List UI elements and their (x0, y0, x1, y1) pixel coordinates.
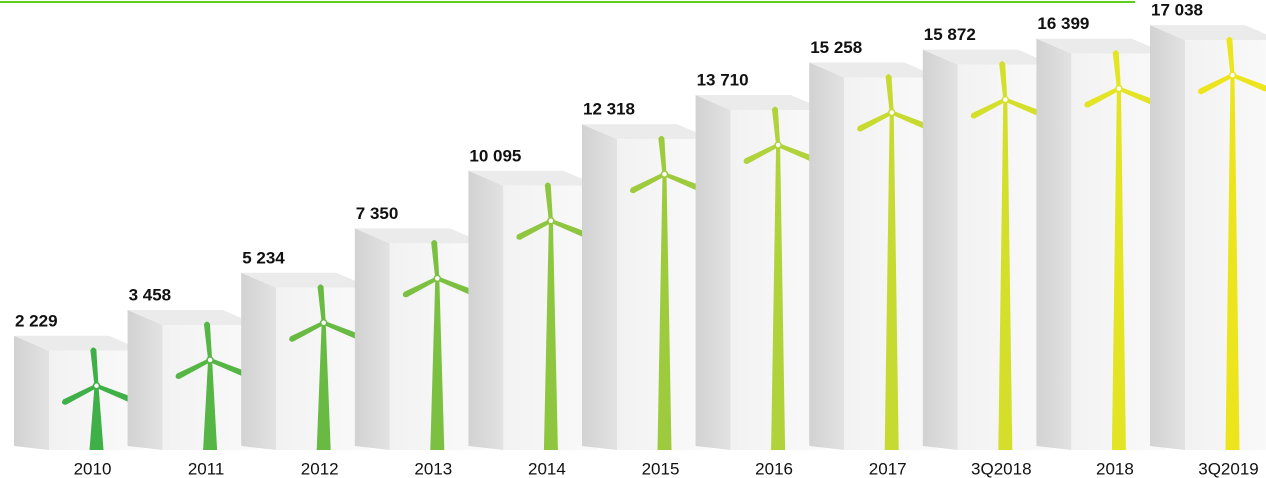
x-tick-label: 2016 (755, 459, 793, 478)
x-tick-label: 2017 (869, 459, 907, 478)
x-tick-label: 3Q2019 (1198, 459, 1259, 478)
box-side (809, 63, 844, 450)
turbine-hub (548, 218, 554, 224)
turbine-hub (1230, 72, 1236, 78)
box-side (355, 228, 390, 450)
box-side (1036, 39, 1071, 450)
x-tick-label: 2014 (528, 459, 566, 478)
turbine-hub (662, 171, 668, 177)
box-side (468, 171, 503, 450)
turbine-hub (434, 275, 440, 281)
box-side (923, 50, 958, 450)
turbine-hub (207, 357, 213, 363)
value-label: 15 872 (924, 25, 976, 44)
turbine-hub (94, 383, 100, 389)
x-tick-label: 2013 (414, 459, 452, 478)
turbine-hub (889, 110, 895, 116)
box-side (14, 336, 49, 450)
x-tick-label: 2018 (1096, 459, 1134, 478)
x-tick-label: 2010 (74, 459, 112, 478)
turbine-hub (775, 142, 781, 148)
box-side (241, 273, 276, 450)
value-label: 3 458 (129, 286, 172, 305)
box-side (128, 310, 163, 450)
box-side (582, 124, 617, 450)
turbine-hub (321, 320, 327, 326)
value-label: 15 258 (810, 38, 862, 57)
value-label: 13 710 (697, 70, 749, 89)
value-label: 10 095 (469, 146, 521, 165)
value-label: 7 350 (356, 204, 399, 223)
turbine-hub (1116, 86, 1122, 92)
bar (1185, 40, 1266, 450)
x-tick-label: 3Q2018 (971, 459, 1032, 478)
x-tick-label: 2012 (301, 459, 339, 478)
value-label: 16 399 (1037, 14, 1089, 33)
value-label: 2 229 (15, 311, 58, 330)
box-side (696, 95, 731, 450)
value-label: 12 318 (583, 100, 635, 119)
value-label: 5 234 (242, 248, 285, 267)
x-tick-label: 2011 (188, 459, 225, 478)
box-side (1150, 25, 1185, 450)
chart: 2 229 2010 3 458 2011 5 234 2012 7 350 2013 10 0… (0, 0, 1266, 478)
x-tick-label: 2015 (642, 459, 680, 478)
value-label: 17 038 (1151, 1, 1203, 20)
turbine-hub (1002, 97, 1008, 103)
